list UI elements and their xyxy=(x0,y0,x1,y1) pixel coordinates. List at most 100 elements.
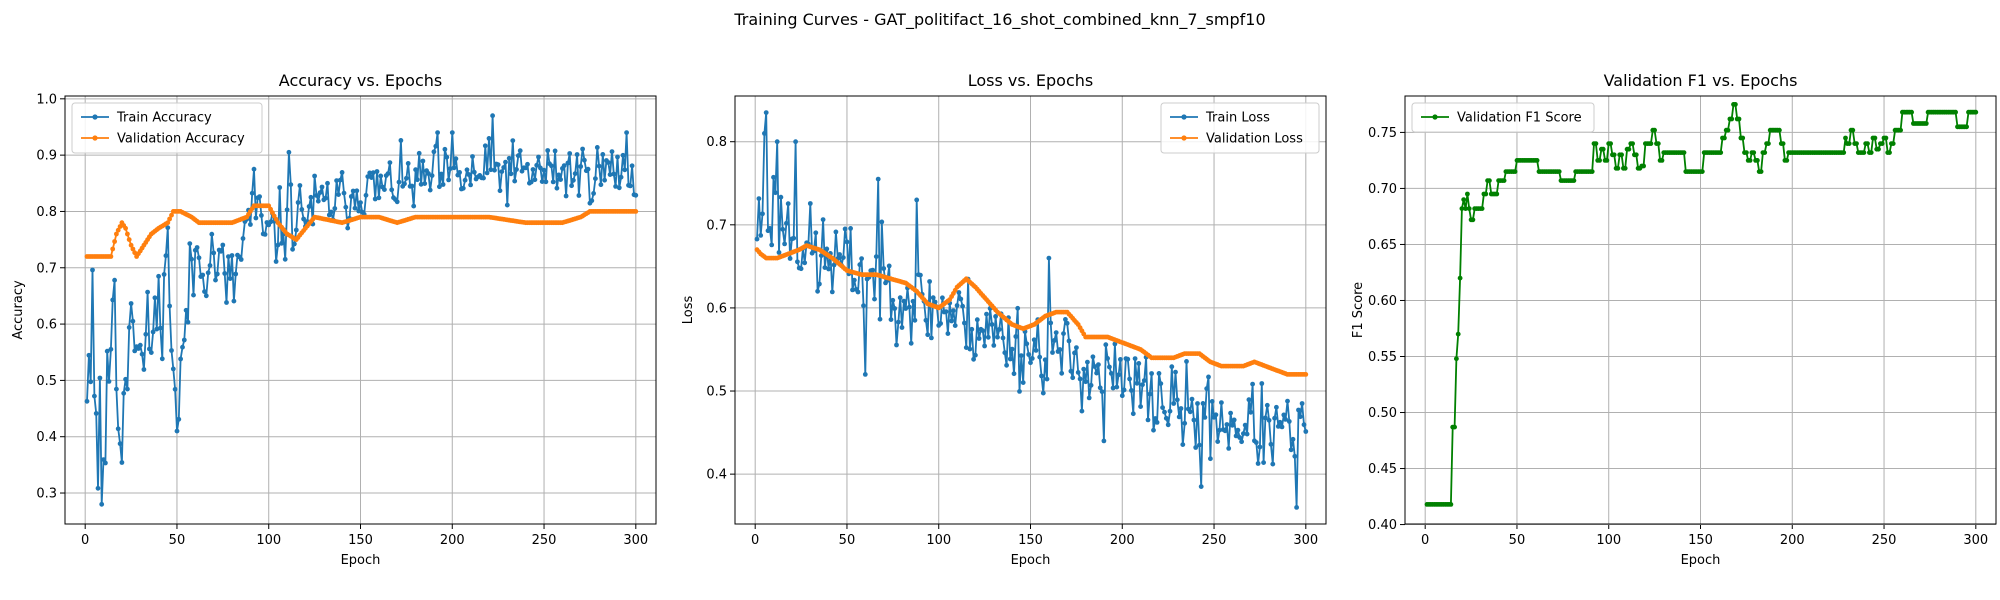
accuracy-data-point xyxy=(158,325,163,331)
f1-x-tick-label: 150 xyxy=(1688,533,1713,548)
loss-data-point xyxy=(949,318,954,324)
loss-legend-label: Validation Loss xyxy=(1206,132,1303,147)
accuracy-data-point xyxy=(539,179,545,185)
f1-data-point xyxy=(1494,191,1500,197)
accuracy-data-point xyxy=(262,232,268,237)
accuracy-data-point xyxy=(387,160,393,166)
f1-data-point xyxy=(1501,178,1507,184)
accuracy-data-point xyxy=(185,319,191,325)
accuracy-data-point xyxy=(336,192,341,198)
accuracy-data-point xyxy=(203,293,209,299)
f1-data-point xyxy=(1454,356,1459,362)
loss-data-point xyxy=(982,343,987,349)
accuracy-data-point xyxy=(117,441,123,447)
accuracy-data-point xyxy=(376,195,382,201)
accuracy-data-point xyxy=(249,190,255,196)
accuracy-data-point xyxy=(257,194,262,200)
accuracy-data-point xyxy=(532,177,538,183)
f1-data-point xyxy=(1766,141,1771,147)
loss-data-point xyxy=(1002,350,1008,356)
accuracy-data-point xyxy=(543,179,549,185)
f1-data-point xyxy=(1883,135,1889,141)
loss-data-point xyxy=(1257,444,1263,450)
accuracy-data-point xyxy=(200,272,206,278)
accuracy-data-point xyxy=(437,184,442,190)
loss-data-point xyxy=(960,303,965,309)
loss-data-point xyxy=(1101,438,1107,444)
figure-suptitle: Training Curves - GAT_politifact_16_shot… xyxy=(733,10,1265,30)
accuracy-data-point xyxy=(534,162,540,168)
accuracy-data-point xyxy=(609,149,615,155)
loss-data-point xyxy=(923,317,929,323)
accuracy-y-axis-label: Accuracy xyxy=(11,280,26,340)
loss-legend-marker xyxy=(1181,114,1187,120)
loss-data-point xyxy=(795,259,800,265)
accuracy-data-point xyxy=(292,241,297,247)
loss-legend-marker xyxy=(1181,135,1187,141)
f1-data-point xyxy=(1722,135,1727,141)
loss-data-point xyxy=(1281,412,1287,418)
f1-data-point xyxy=(1659,158,1665,163)
accuracy-data-point xyxy=(147,346,152,352)
accuracy-data-point xyxy=(429,173,435,179)
loss-data-point xyxy=(1050,350,1055,355)
accuracy-data-point xyxy=(181,337,187,343)
accuracy-data-point xyxy=(95,485,101,491)
loss-data-point xyxy=(1072,350,1077,356)
loss-x-tick-label: 150 xyxy=(1018,533,1043,548)
accuracy-data-point xyxy=(284,207,290,213)
accuracy-data-point xyxy=(550,179,556,185)
loss-data-point xyxy=(862,372,868,377)
loss-data-point xyxy=(932,299,938,305)
f1-data-point xyxy=(1626,146,1632,152)
accuracy-data-point xyxy=(180,344,185,350)
f1-y-axis-label: F1 Score xyxy=(1351,282,1366,338)
accuracy-data-point xyxy=(130,246,136,252)
loss-data-point xyxy=(1086,395,1092,401)
accuracy-data-point xyxy=(103,460,108,466)
accuracy-data-point xyxy=(600,152,606,157)
accuracy-data-point xyxy=(108,346,114,352)
f1-data-point xyxy=(1751,150,1757,156)
accuracy-data-point xyxy=(84,398,90,404)
accuracy-data-point xyxy=(451,165,457,171)
accuracy-data-point xyxy=(624,130,629,136)
accuracy-data-point xyxy=(183,307,189,313)
accuracy-data-point xyxy=(552,148,558,154)
loss-data-point xyxy=(1246,397,1252,403)
f1-data-point xyxy=(1846,141,1852,147)
loss-data-point xyxy=(875,176,881,182)
accuracy-data-point xyxy=(580,146,585,152)
f1-data-point xyxy=(1744,150,1749,156)
accuracy-data-point xyxy=(558,177,563,183)
accuracy-data-point xyxy=(530,167,536,172)
loss-data-point xyxy=(930,295,936,301)
loss-data-point xyxy=(762,131,767,136)
loss-data-point xyxy=(1075,370,1081,375)
loss-data-point xyxy=(1040,390,1046,396)
accuracy-data-point xyxy=(448,166,453,172)
f1-data-point xyxy=(1740,135,1746,141)
accuracy-data-point xyxy=(433,143,439,149)
f1-data-point xyxy=(1619,152,1624,158)
loss-data-point xyxy=(940,295,945,301)
accuracy-data-point xyxy=(370,170,376,176)
loss-data-point xyxy=(1255,461,1261,466)
accuracy-data-point xyxy=(501,165,507,170)
f1-data-point xyxy=(1604,158,1610,163)
loss-title: Loss vs. Epochs xyxy=(968,71,1093,90)
loss-data-point xyxy=(1226,446,1232,451)
loss-data-point xyxy=(1068,368,1074,374)
loss-data-point xyxy=(829,289,835,295)
accuracy-data-point xyxy=(528,179,534,185)
accuracy-data-point xyxy=(569,183,574,189)
f1-data-point xyxy=(1466,206,1472,212)
accuracy-data-point xyxy=(504,202,510,208)
f1-data-point xyxy=(1973,109,1979,115)
loss-x-axis-label: Epoch xyxy=(1011,553,1051,568)
loss-x-tick-label: 0 xyxy=(751,533,759,548)
loss-data-point xyxy=(1000,335,1006,341)
loss-data-point xyxy=(1004,362,1009,368)
accuracy-data-point xyxy=(589,198,595,204)
loss-data-point xyxy=(956,290,962,295)
